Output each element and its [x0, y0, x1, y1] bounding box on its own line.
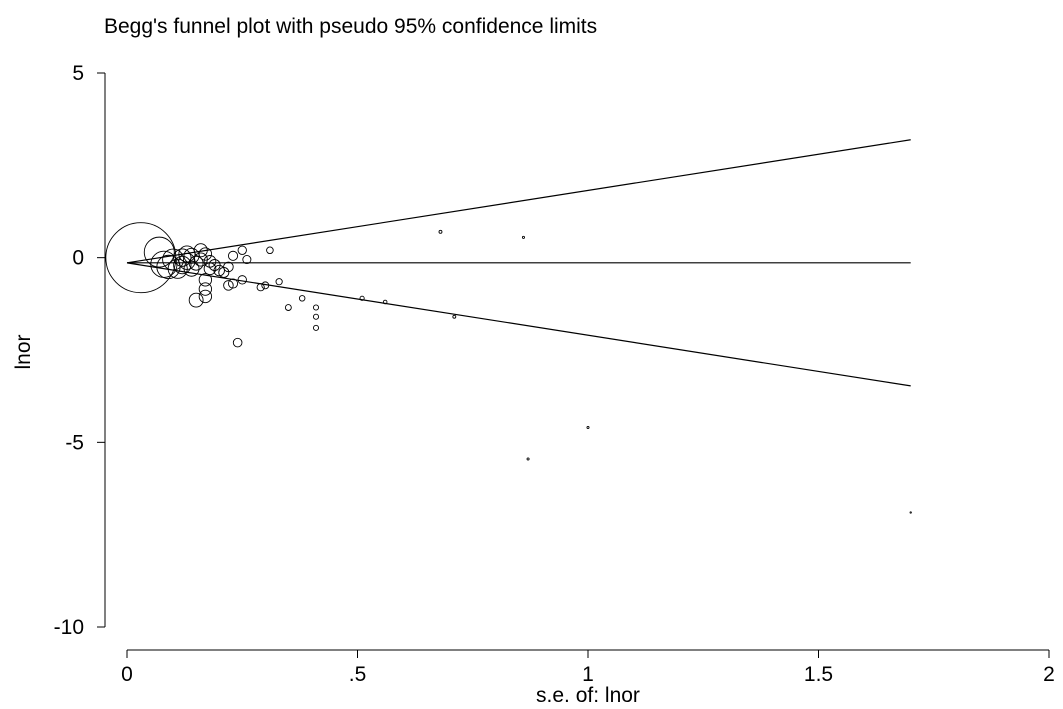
study-point [232, 337, 243, 348]
study-point [203, 255, 217, 268]
study-point [198, 282, 213, 296]
study-point [438, 229, 443, 234]
study-point [242, 254, 252, 265]
study-point [198, 247, 213, 261]
study-point [173, 248, 192, 267]
study-point [198, 289, 213, 304]
study-point [198, 273, 213, 287]
study-point [586, 426, 590, 430]
y-tick-label: 5 [72, 62, 84, 85]
chart-title: Begg's funnel plot with pseudo 95% confi… [104, 15, 598, 38]
confidence-limits [126, 139, 911, 387]
study-point [275, 278, 283, 286]
study-point [284, 304, 292, 311]
study-point [223, 261, 234, 273]
study-point [162, 248, 185, 271]
study-point [167, 258, 188, 279]
study-point [382, 299, 388, 305]
y-tick-label: -5 [65, 431, 84, 454]
study-point [312, 324, 320, 331]
study-point [521, 235, 525, 239]
study-point [178, 252, 196, 270]
study-point [312, 313, 320, 320]
study-point [183, 260, 200, 277]
x-axis-label: s.e. of: lnor [536, 684, 640, 707]
y-tick-label: 0 [72, 247, 84, 270]
study-point [312, 304, 320, 311]
y-tick-label: -10 [54, 616, 84, 639]
study-points [105, 222, 912, 514]
study-point [143, 236, 175, 268]
study-point [188, 255, 204, 271]
x-tick-label: .5 [349, 663, 367, 686]
study-point [359, 295, 365, 301]
study-point [256, 283, 265, 292]
study-point [193, 243, 208, 258]
study-point [173, 255, 192, 275]
study-point [526, 457, 530, 461]
y-axis-label: lnor [12, 334, 35, 369]
study-point [193, 252, 208, 267]
study-point [266, 246, 274, 255]
study-point [909, 511, 912, 514]
study-point [298, 295, 306, 302]
study-point [237, 275, 247, 285]
study-point [237, 245, 247, 255]
x-tick-label: 0 [121, 663, 133, 686]
x-tick-label: 2 [1043, 663, 1055, 686]
x-tick-label: 1 [582, 663, 594, 686]
study-point [203, 262, 217, 276]
study-point [105, 222, 177, 294]
study-point [227, 278, 239, 289]
upper-confidence-limit [126, 139, 911, 264]
study-point [188, 292, 204, 308]
lower-confidence-limit [126, 262, 911, 387]
study-point [261, 281, 270, 290]
study-point [223, 280, 234, 291]
study-point [227, 250, 239, 261]
x-tick-label: 1.5 [804, 663, 833, 686]
study-point [213, 264, 225, 277]
axes: 5 0 -5 -10 0 .5 1 1.5 2 [54, 62, 1055, 686]
study-point [452, 314, 457, 319]
